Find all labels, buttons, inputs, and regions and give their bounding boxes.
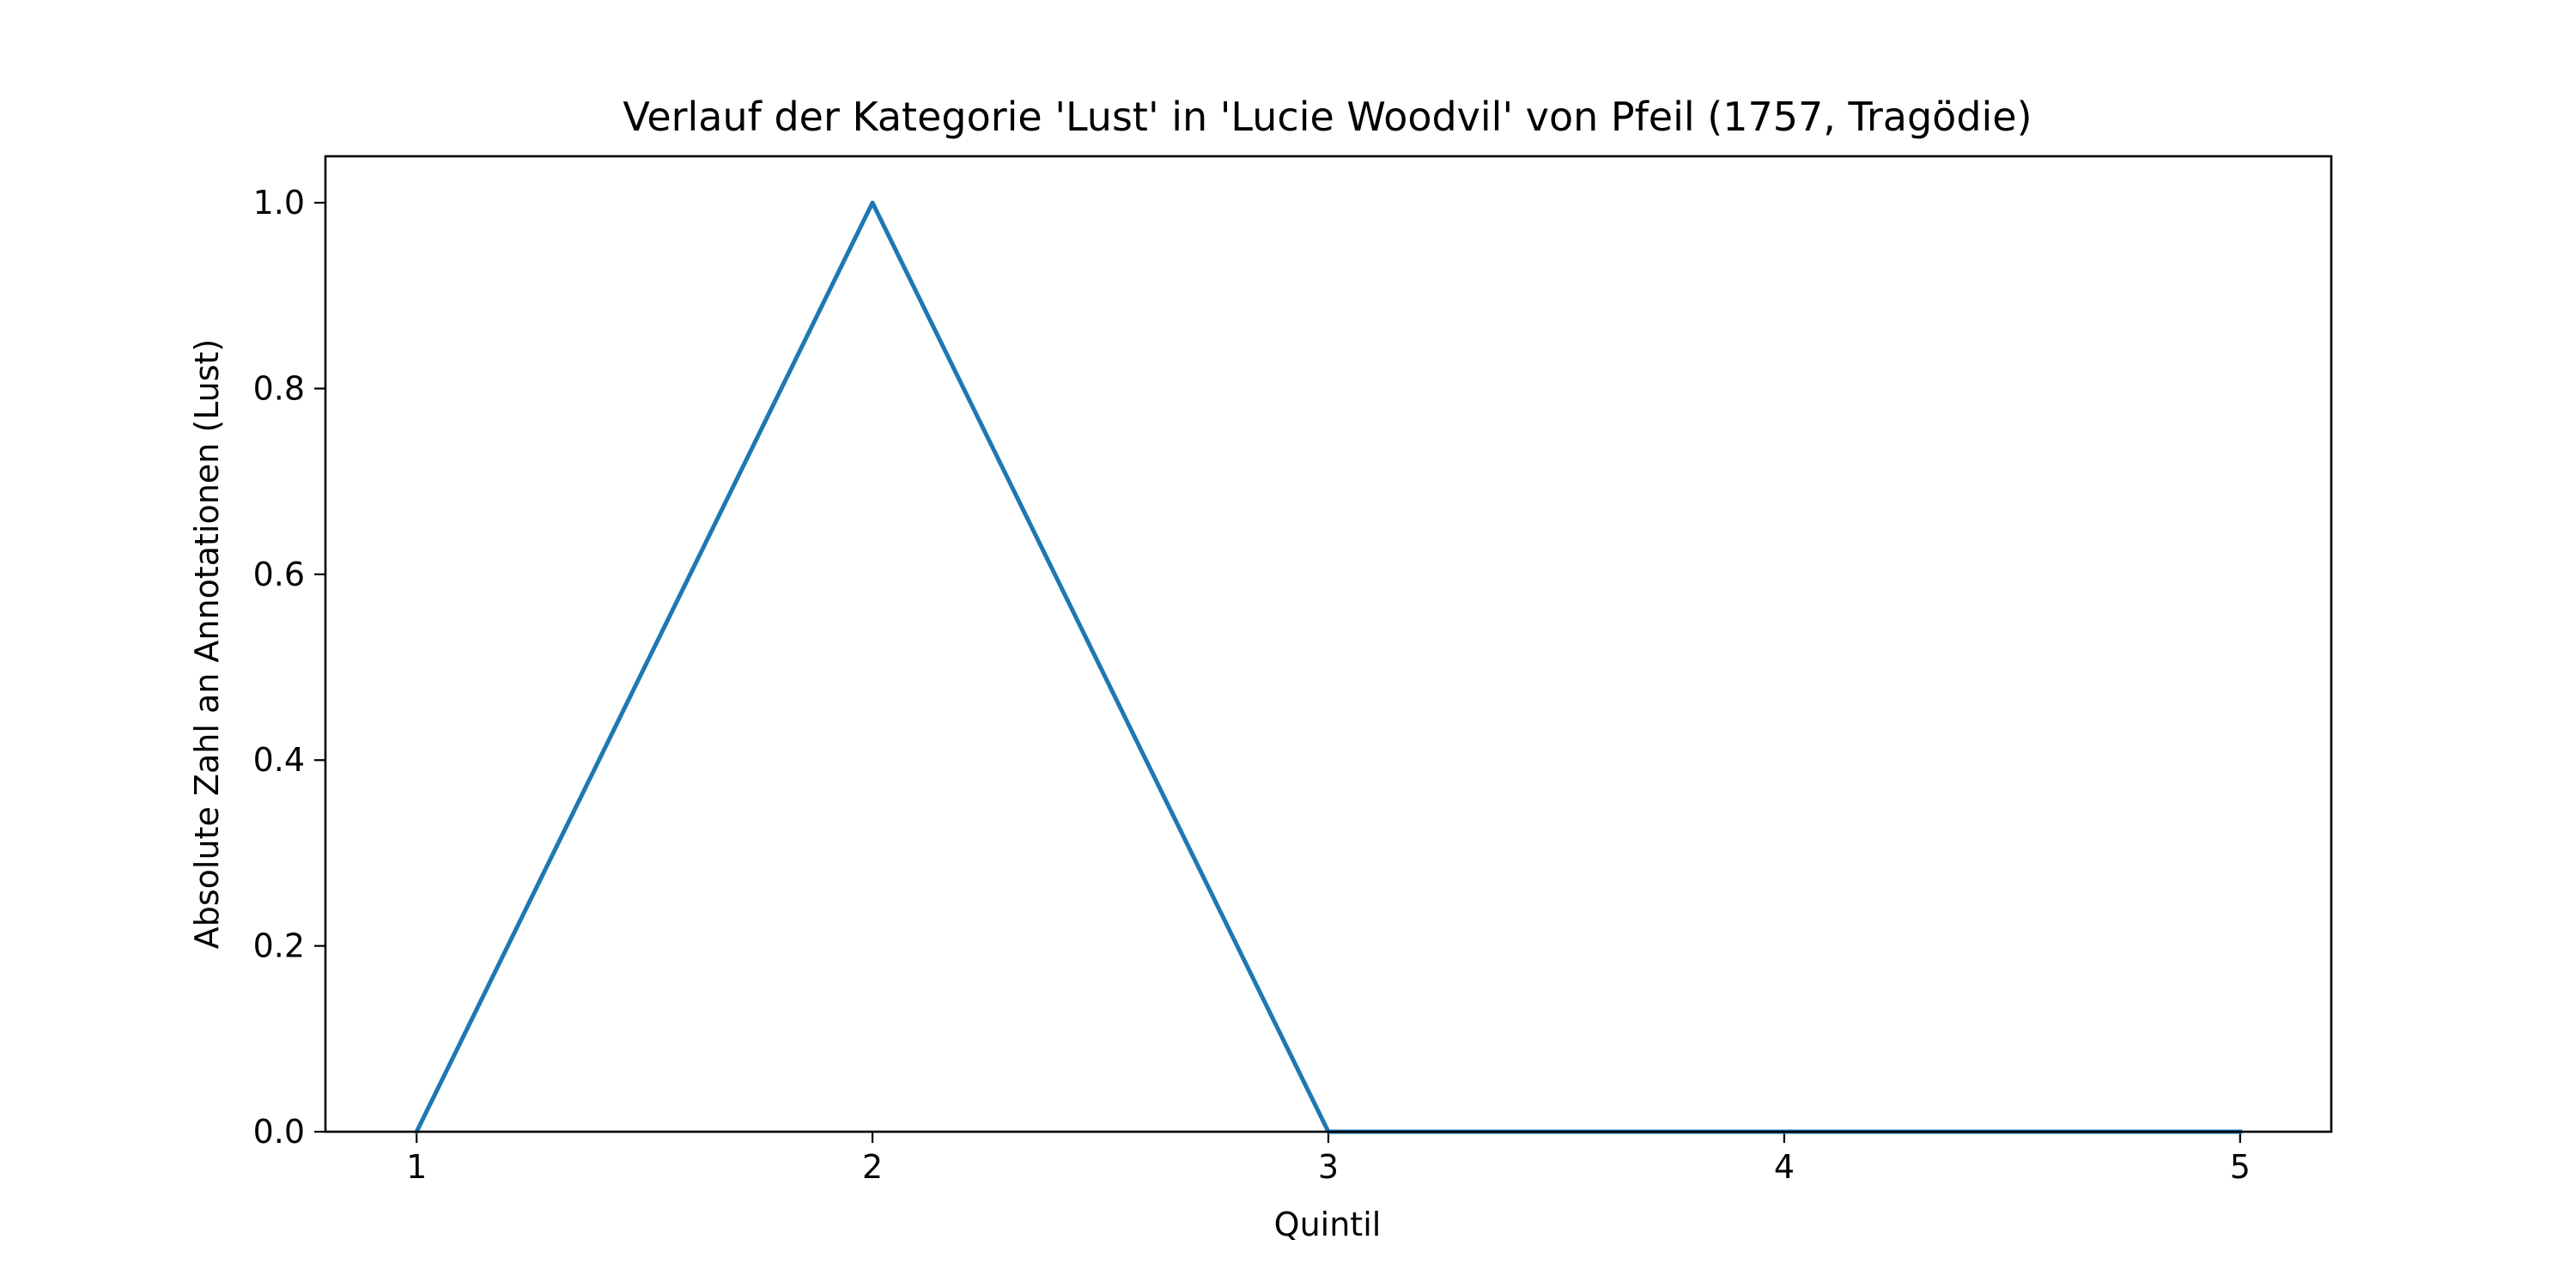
- y-tick-label: 0.6: [253, 556, 305, 593]
- plot-frame: [324, 155, 2333, 1133]
- x-tick-label: 5: [2230, 1148, 2251, 1186]
- y-tick-label: 0.0: [253, 1113, 305, 1151]
- x-tick-label: 3: [1318, 1148, 1339, 1186]
- y-tick-label: 0.8: [253, 369, 305, 407]
- y-tick-label: 0.4: [253, 741, 305, 779]
- chart-title: Verlauf der Kategorie 'Lust' in 'Lucie W…: [623, 94, 2032, 140]
- y-tick-label: 0.2: [253, 927, 305, 965]
- x-tick-label: 4: [1774, 1148, 1795, 1186]
- x-axis-label: Quintil: [1274, 1206, 1382, 1243]
- x-tick-label: 2: [862, 1148, 883, 1186]
- y-tick-label: 1.0: [253, 184, 305, 222]
- y-axis-label: Absolute Zahl an Annotationen (Lust): [188, 339, 226, 950]
- x-tick-label: 1: [406, 1148, 427, 1186]
- ticks-layer: 1 2 3 4 5 0.0 0.2 0.4 0.6 0.8 1.0: [253, 184, 2251, 1186]
